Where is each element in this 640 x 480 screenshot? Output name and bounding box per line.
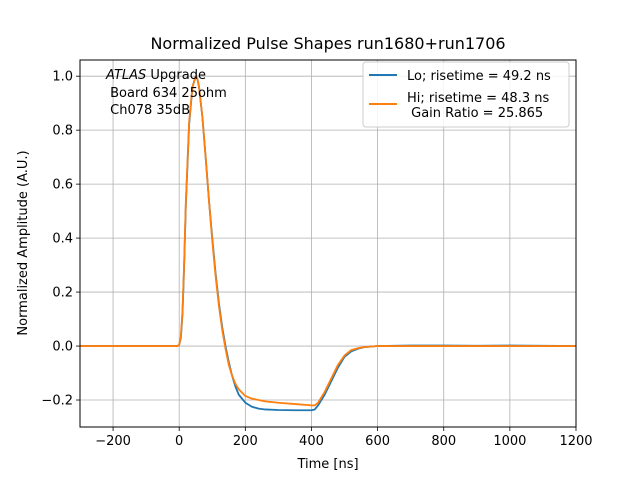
annotation-line-2: Board 634 25ohm (106, 86, 227, 101)
x-axis-label: Time [ns] (296, 457, 358, 472)
x-tick-label: 800 (431, 434, 456, 449)
annotation-line-1: ATLAS Upgrade (105, 68, 206, 83)
hi-series-line (80, 75, 576, 407)
x-tick-label: 1200 (559, 434, 592, 449)
legend-box (362, 61, 570, 128)
series-layer (80, 75, 577, 412)
atlas-label: ATLAS (105, 68, 146, 83)
y-tick-label: −0.2 (41, 394, 73, 409)
annotation-line-3: Ch078 35dB (106, 103, 190, 118)
x-tick-label: 600 (365, 434, 390, 449)
y-tick-label: 0.6 (52, 178, 73, 193)
tick-layer: −200 0 200 400 600 800 1000 1200 −0.2 0.0 0.2 0.4 0.… (41, 70, 592, 449)
x-tick-label: −200 (95, 434, 131, 449)
legend-label-line: Hi; risetime = 48.3 ns (407, 91, 549, 106)
x-tick-label: 400 (299, 434, 324, 449)
legend-label-lo: Lo; risetime = 49.2 ns (407, 69, 551, 84)
plot-area-frame (79, 59, 577, 428)
chart-title: Normalized Pulse Shapes run1680+run1706 (150, 34, 505, 53)
x-tick-label: 1000 (493, 434, 526, 449)
run-annotation: ATLAS Upgrade Board 634 25ohm Ch078 35dB (105, 68, 227, 118)
legend: Lo; risetime = 49.2 ns Hi; risetime = 48… (362, 61, 570, 128)
x-tick-label: 200 (233, 434, 258, 449)
legend-label-line: Gain Ratio = 25.865 (407, 106, 543, 121)
y-tick-label: 0.4 (52, 232, 73, 247)
y-tick-label: 0.2 (52, 286, 73, 301)
y-axis-label: Normalized Amplitude (A.U.) (16, 150, 31, 335)
legend-label-line: Lo; risetime = 49.2 ns (407, 69, 551, 84)
y-tick-label: 0.0 (52, 340, 73, 355)
x-tick-label: 0 (175, 434, 183, 449)
legend-label-hi: Hi; risetime = 48.3 ns Gain Ratio = 25.8… (407, 91, 549, 121)
y-tick-label: 0.8 (52, 124, 73, 139)
y-tick-label: 1.0 (52, 70, 73, 85)
upgrade-label: Upgrade (146, 68, 206, 83)
